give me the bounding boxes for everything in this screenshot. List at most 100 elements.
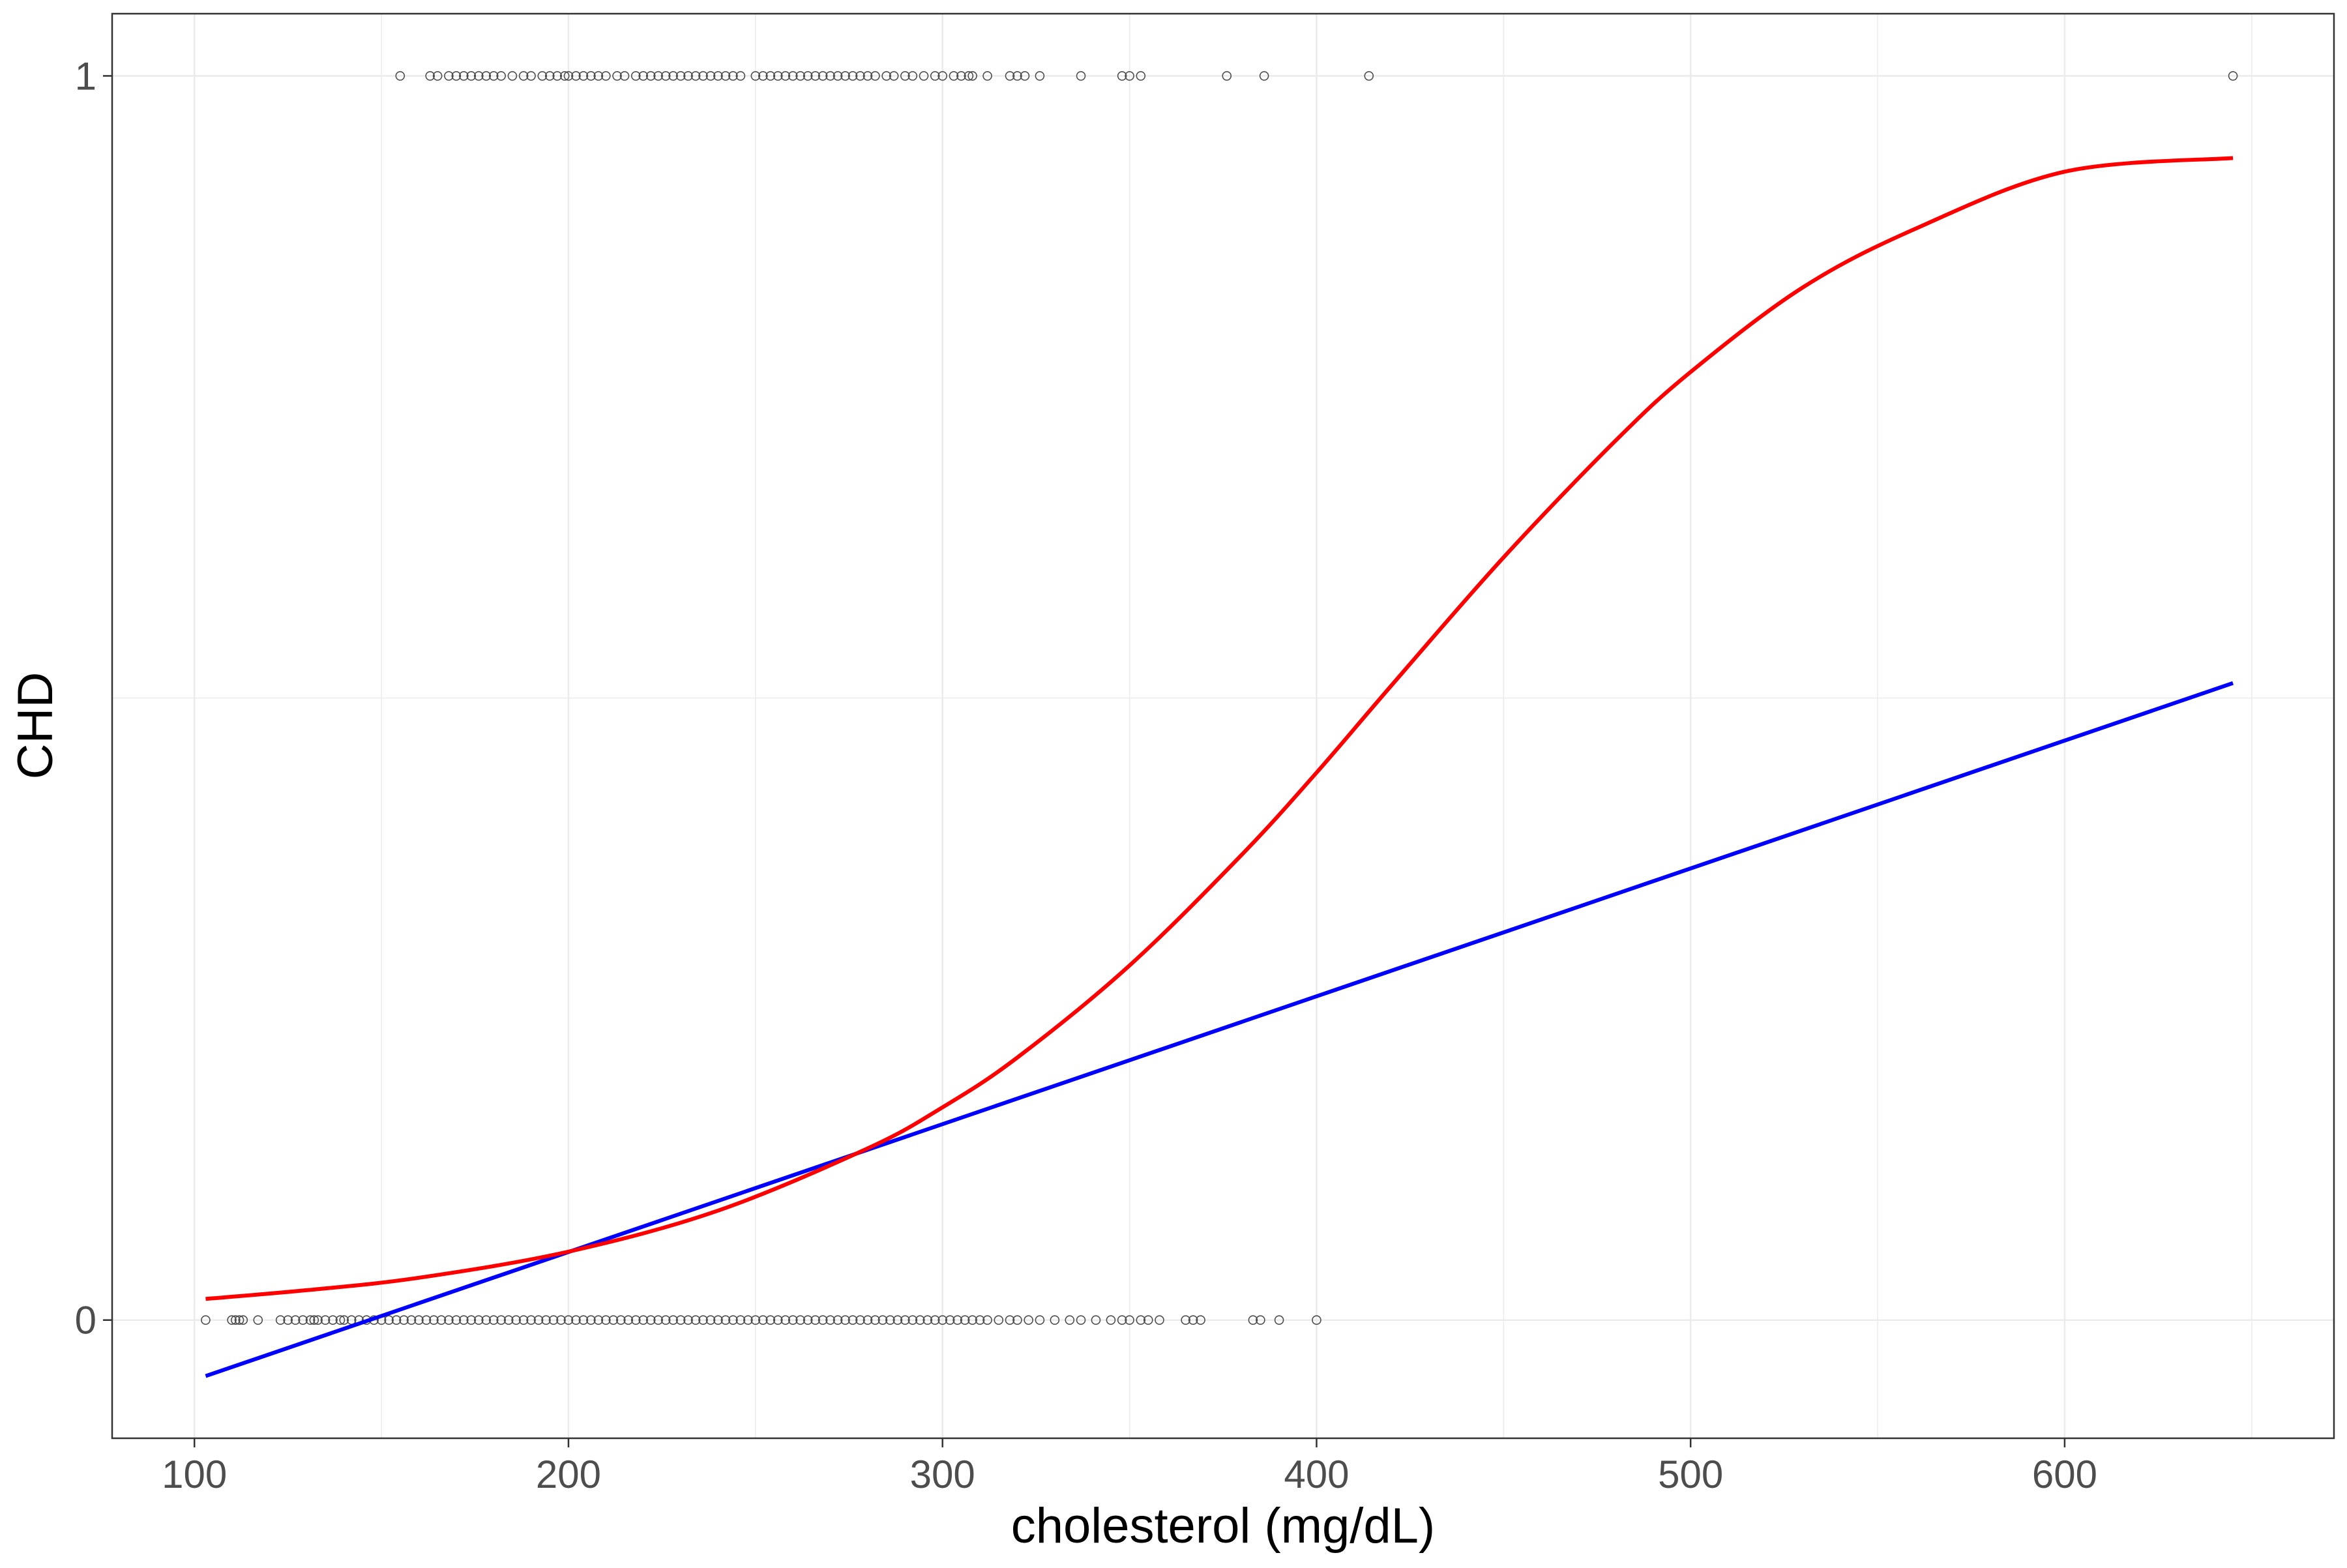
data-point [863,71,873,81]
data-point [1181,1315,1190,1325]
data-point [713,1315,723,1325]
data-point [810,1315,820,1325]
data-point [720,1315,731,1325]
data-point [855,1315,865,1325]
data-point [391,1315,402,1325]
data-point [384,1315,394,1325]
data-point [1364,71,1374,81]
data-point [1117,1315,1127,1325]
data-point [956,71,966,81]
data-point [994,1315,1004,1325]
data-point [399,1315,409,1325]
data-point [1274,1315,1284,1325]
data-point [982,71,992,81]
data-point [429,1315,439,1325]
data-point [425,71,435,81]
data-point [848,1315,858,1325]
data-point [544,71,555,81]
data-point [526,1315,536,1325]
data-point [436,1315,447,1325]
data-point [881,71,891,81]
data-point [444,1315,454,1325]
y-tick-label: 0 [75,1299,96,1342]
data-point [949,71,959,81]
data-point [630,1315,641,1325]
data-point [559,71,570,81]
data-point [833,1315,843,1325]
data-point [1125,1315,1134,1325]
data-point [964,71,974,81]
data-point [201,1315,211,1325]
data-point [1312,1315,1321,1325]
data-point [496,71,506,81]
data-point [496,1315,506,1325]
data-point [1188,1315,1198,1325]
data-point [320,1315,331,1325]
data-point [481,71,492,81]
data-point [683,1315,693,1325]
data-point [298,1315,308,1325]
data-point [1035,1315,1045,1325]
data-point [653,1315,663,1325]
data-point [758,1315,768,1325]
data-point [1005,1315,1015,1325]
data-point [765,71,776,81]
data-point [960,1315,970,1325]
data-point [795,1315,805,1325]
data-point [473,71,484,81]
data-point [638,1315,649,1325]
data-point [653,71,663,81]
data-point [563,71,574,81]
data-point [982,1315,992,1325]
data-point [967,1315,977,1325]
data-point [825,1315,835,1325]
data-point [870,71,880,81]
data-point [728,1315,738,1325]
data-point [1196,1315,1205,1325]
data-point [518,71,529,81]
data-point [668,71,678,81]
data-point [735,71,746,81]
data-point [743,1315,753,1325]
data-point [623,1315,634,1325]
data-point [518,1315,529,1325]
data-point [1125,71,1134,81]
data-point [848,71,858,81]
data-point [548,1315,559,1325]
data-point [253,1315,263,1325]
data-point [803,1315,813,1325]
data-point [444,71,454,81]
data-point [930,71,940,81]
linear-fit-line [205,681,2234,1378]
data-point [1024,1315,1033,1325]
data-point [900,1315,910,1325]
data-point [750,1315,761,1325]
data-point [1259,71,1269,81]
data-point [563,1315,574,1325]
data-point [863,1315,873,1325]
data-point [612,71,622,81]
data-point [885,1315,895,1325]
data-point [758,71,768,81]
data-point [541,1315,551,1325]
data-point [818,71,828,81]
data-point [571,1315,581,1325]
data-point [1020,71,1030,81]
data-point [619,71,630,81]
data-point [952,1315,962,1325]
data-point [630,71,641,81]
data-point [466,71,477,81]
data-point [335,1315,346,1325]
data-point [586,71,596,81]
data-point [339,1315,349,1325]
x-tick-label: 300 [910,1453,975,1496]
x-tick-label: 100 [162,1453,227,1496]
data-point [878,1315,888,1325]
data-point [395,71,406,81]
y-axis-title: CHD [8,672,63,780]
data-point [698,1315,708,1325]
data-point [1136,1315,1146,1325]
data-point [571,71,581,81]
data-point [915,1315,925,1325]
data-point [406,1315,417,1325]
